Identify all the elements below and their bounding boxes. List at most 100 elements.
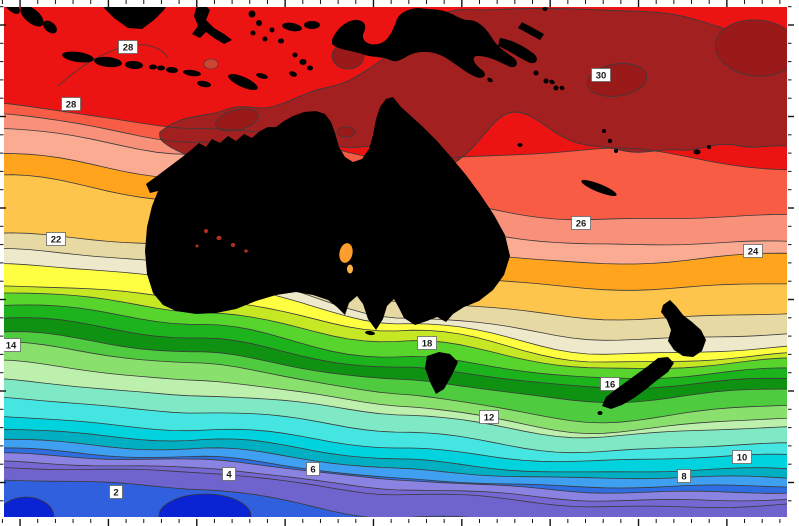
contour-label-value: 22 — [51, 234, 62, 245]
contour-line-21 — [4, 248, 787, 341]
salt-lake-1 — [204, 229, 208, 233]
island-sumatra-tip — [4, 7, 20, 14]
contour-label: 30 — [591, 68, 611, 82]
band-below-7 — [4, 447, 787, 494]
island-santa-cruz-1 — [533, 70, 539, 76]
band-below-17 — [4, 304, 787, 389]
island-santa-cruz-3 — [553, 85, 559, 91]
contour-label-value: 12 — [484, 412, 495, 423]
island-stewart-island — [597, 411, 603, 415]
land-layer — [4, 7, 711, 415]
contour-label-value: 10 — [737, 452, 748, 463]
contour-label-value: 18 — [422, 338, 433, 349]
island-coast-cover-blob — [215, 145, 229, 157]
contour-label: 28 — [118, 40, 138, 54]
contour-line-15 — [4, 331, 787, 404]
island-kai — [292, 52, 298, 58]
frame-strip-bottom — [0, 517, 799, 526]
contour-line-7 — [4, 447, 787, 489]
island-vanuatu-2 — [607, 138, 613, 144]
contour-line-4 — [4, 467, 787, 509]
contour-line-14 — [4, 341, 787, 424]
contour-label-box — [222, 467, 236, 481]
contour-line-10 — [4, 416, 787, 463]
island-fiji-2 — [707, 145, 711, 149]
island-vanuatu-3 — [614, 149, 618, 153]
contour-label-value: 6 — [310, 464, 315, 475]
island-maluku-2 — [250, 30, 256, 36]
contour-label-box — [61, 97, 81, 111]
island-solomon-4 — [487, 77, 493, 83]
island-tanimbar — [289, 71, 297, 77]
contour-label: 22 — [46, 232, 66, 246]
island-bougainville — [447, 45, 457, 53]
island-solomon-2 — [468, 62, 476, 68]
island-sumatra — [20, 7, 44, 27]
island-maluku-3 — [262, 36, 268, 42]
contour-label: 10 — [732, 450, 752, 464]
island-chesterfield — [517, 143, 523, 147]
contour-label-box — [109, 485, 123, 499]
contour-label-box — [743, 244, 763, 258]
contour-label-box — [600, 377, 620, 391]
warm-pool-inner-contour — [215, 108, 259, 132]
band-below-6 — [4, 452, 787, 502]
island-sumatra-isles — [43, 20, 57, 34]
contour-label-value: 4 — [226, 469, 232, 480]
contour-label-value: 28 — [66, 99, 77, 110]
contour-label-value: 26 — [576, 218, 587, 229]
contour-label: 28 — [61, 97, 81, 111]
band-below-9 — [4, 429, 787, 479]
contour-label-value: 8 — [681, 471, 686, 482]
island-java-east — [94, 56, 122, 68]
band-below-4 — [4, 467, 787, 517]
contour-label: 12 — [479, 410, 499, 424]
island-louisiade-2 — [559, 85, 565, 91]
landmass-new-ireland — [518, 22, 544, 40]
contour-line-5 — [4, 460, 787, 502]
frame-strip-right — [787, 0, 799, 526]
island-solomon-1 — [459, 54, 467, 60]
island-new-caledonia — [581, 179, 617, 197]
island-maluku-1 — [256, 20, 262, 26]
contour-line-2 — [4, 479, 471, 517]
island-java-tail — [125, 60, 143, 70]
island-halmahera — [248, 10, 256, 18]
contour-line-16 — [4, 317, 787, 389]
contour-label-box — [479, 410, 499, 424]
island-java-west — [62, 51, 94, 63]
island-solomon-3 — [478, 70, 484, 76]
island-bali — [149, 64, 157, 70]
island-fiji-1 — [693, 149, 701, 155]
lake-eyre — [339, 243, 353, 263]
contour-label: 18 — [417, 336, 437, 350]
salt-lake-5 — [195, 244, 199, 248]
contour-line-9 — [4, 428, 787, 473]
contour-label: 2 — [109, 485, 123, 499]
contour-line-12 — [4, 378, 787, 439]
contour-label-box — [306, 462, 320, 476]
band-below-12 — [4, 378, 787, 453]
landmass-new-guinea — [332, 8, 517, 78]
band-below-14 — [4, 342, 787, 434]
contour-line-20 — [4, 263, 787, 355]
contour-label: 4 — [222, 467, 236, 481]
contour-label-value: 24 — [748, 246, 759, 257]
island-sumba — [197, 80, 211, 88]
contour-label-box — [118, 40, 138, 54]
island-louisiade-1 — [549, 79, 555, 85]
contour-label-box — [732, 450, 752, 464]
contour-label: 16 — [600, 377, 620, 391]
island-sumbawa — [166, 66, 178, 74]
contour-label-value: 14 — [6, 340, 17, 351]
band-below-18 — [4, 293, 787, 379]
lake-south — [347, 264, 353, 274]
island-buru — [304, 21, 320, 29]
contour-line-6 — [4, 452, 787, 494]
landmass-tasmania — [425, 352, 458, 394]
band-below-16 — [4, 317, 787, 403]
island-kangaroo-island — [365, 330, 375, 336]
